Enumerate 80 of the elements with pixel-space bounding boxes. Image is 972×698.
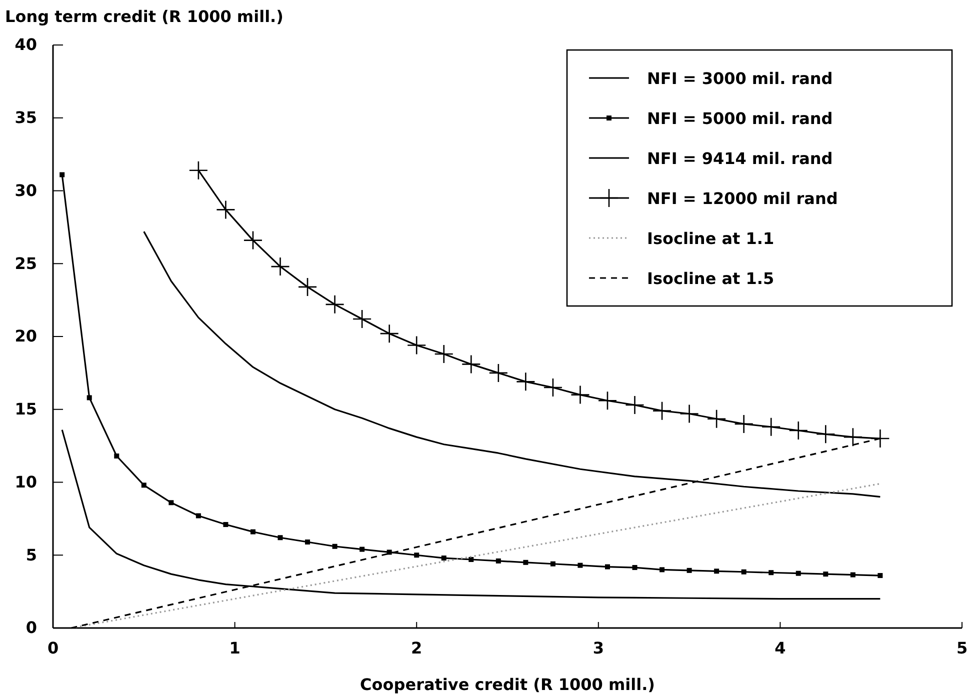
x-tick-label: 0 — [47, 638, 59, 658]
point — [196, 513, 201, 518]
point — [488, 363, 508, 383]
point — [406, 336, 426, 355]
point — [298, 277, 318, 297]
point — [870, 428, 890, 448]
point — [250, 529, 256, 534]
point — [578, 562, 583, 568]
point — [386, 550, 392, 555]
point — [632, 565, 638, 570]
point — [761, 417, 781, 437]
x-tick-label: 2 — [411, 638, 422, 658]
x-tick-label: 3 — [592, 638, 604, 658]
legend-label: NFI = 9414 mil. rand — [647, 149, 833, 168]
point — [516, 372, 536, 392]
point — [604, 564, 610, 570]
point — [216, 200, 236, 220]
x-tick-label: 5 — [956, 638, 968, 658]
y-tick-label: 30 — [14, 180, 37, 200]
point — [188, 160, 208, 180]
legend-label: NFI = 5000 mil. rand — [647, 109, 833, 128]
point — [380, 324, 399, 344]
point — [680, 404, 699, 424]
point — [598, 390, 618, 410]
point — [305, 540, 310, 545]
point — [652, 401, 672, 420]
legend-label: Isocline at 1.5 — [647, 269, 774, 288]
y-tick-label: 25 — [14, 254, 37, 273]
y-tick-label: 20 — [14, 326, 37, 346]
point — [414, 552, 420, 558]
point — [325, 294, 344, 314]
point — [86, 395, 92, 400]
point — [141, 482, 146, 488]
point — [660, 567, 665, 572]
point — [168, 500, 174, 506]
point — [60, 172, 65, 178]
legend-label: NFI = 12000 mil rand — [647, 189, 838, 208]
legend-label: Isocline at 1.1 — [647, 229, 774, 248]
x-axis-title: Cooperative credit (R 1000 mill.) — [360, 675, 655, 694]
point — [468, 556, 474, 562]
point — [278, 535, 283, 540]
point — [114, 454, 120, 459]
point — [434, 344, 454, 364]
point — [686, 568, 692, 573]
point — [796, 570, 801, 576]
x-tick-label: 4 — [774, 638, 786, 658]
point — [878, 573, 883, 578]
point — [823, 572, 828, 577]
point — [441, 556, 446, 561]
y-tick-label: 15 — [14, 399, 37, 418]
y-tick-label: 5 — [26, 545, 37, 564]
point — [734, 414, 754, 434]
point — [706, 409, 726, 428]
point — [816, 424, 836, 444]
legend-label: NFI = 3000 mil. rand — [647, 69, 833, 88]
point — [496, 558, 501, 564]
y-axis-title: Long term credit (R 1000 mill.) — [5, 7, 284, 26]
point — [843, 427, 863, 447]
point — [543, 378, 563, 398]
point — [714, 568, 720, 574]
y-tick-label: 35 — [14, 108, 37, 127]
x-tick-label: 1 — [229, 638, 240, 658]
y-tick-label: 40 — [14, 35, 37, 54]
point — [570, 385, 590, 404]
point — [270, 256, 290, 276]
point — [741, 569, 746, 574]
point — [550, 561, 556, 566]
point — [223, 522, 228, 528]
point — [332, 544, 338, 549]
point — [768, 570, 774, 576]
y-tick-label: 0 — [26, 618, 37, 638]
point — [352, 309, 372, 329]
point — [243, 230, 263, 250]
point — [788, 420, 808, 440]
point — [523, 560, 528, 565]
point — [461, 354, 481, 374]
y-tick-label: 10 — [14, 472, 37, 492]
point — [360, 546, 365, 552]
point — [625, 395, 644, 415]
point — [850, 572, 856, 578]
